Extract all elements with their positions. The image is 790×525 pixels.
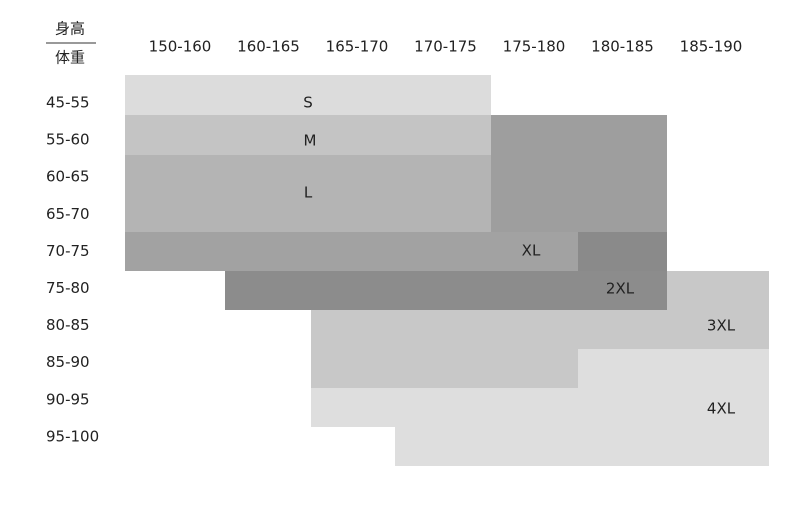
column-header: 160-165 — [237, 38, 300, 56]
region-3xl — [311, 271, 769, 388]
column-headers: 150-160 160-165 165-170 170-175 175-180 180-1… — [149, 38, 743, 56]
row-label: 75-80 — [46, 279, 90, 297]
row-label: 85-90 — [46, 353, 90, 371]
region-l-extension — [491, 115, 667, 232]
size-label: L — [304, 184, 313, 202]
row-label: 70-75 — [46, 242, 90, 260]
region-xl-dark — [578, 232, 667, 271]
column-header: 150-160 — [149, 38, 212, 56]
column-header: 170-175 — [414, 38, 477, 56]
region-xl — [125, 232, 578, 271]
size-label: XL — [522, 242, 541, 260]
column-header: 175-180 — [503, 38, 566, 56]
size-label: 4XL — [707, 400, 736, 418]
region-2xl — [225, 271, 667, 310]
size-label: 2XL — [606, 280, 635, 298]
region-s — [125, 75, 491, 115]
size-label: M — [304, 132, 317, 150]
row-label: 95-100 — [46, 427, 99, 445]
column-header: 180-185 — [591, 38, 654, 56]
row-label: 60-65 — [46, 168, 90, 186]
region-m — [125, 115, 491, 155]
row-label: 80-85 — [46, 316, 90, 334]
region-4xl — [311, 349, 769, 466]
row-label: 65-70 — [46, 205, 90, 223]
row-label: 90-95 — [46, 390, 90, 408]
size-labels: S M L XL 2XL 3XL 4XL — [303, 94, 735, 418]
column-header: 165-170 — [326, 38, 389, 56]
header-weight: 体重 — [55, 49, 85, 67]
header-height: 身高 — [55, 20, 85, 38]
size-label: S — [303, 94, 313, 112]
row-label: 45-55 — [46, 94, 90, 112]
column-header: 185-190 — [680, 38, 743, 56]
row-label: 55-60 — [46, 131, 90, 149]
region-l — [125, 155, 491, 232]
size-label: 3XL — [707, 317, 736, 335]
row-labels: 45-55 55-60 60-65 65-70 70-75 75-80 80-85 85-90… — [46, 94, 99, 446]
